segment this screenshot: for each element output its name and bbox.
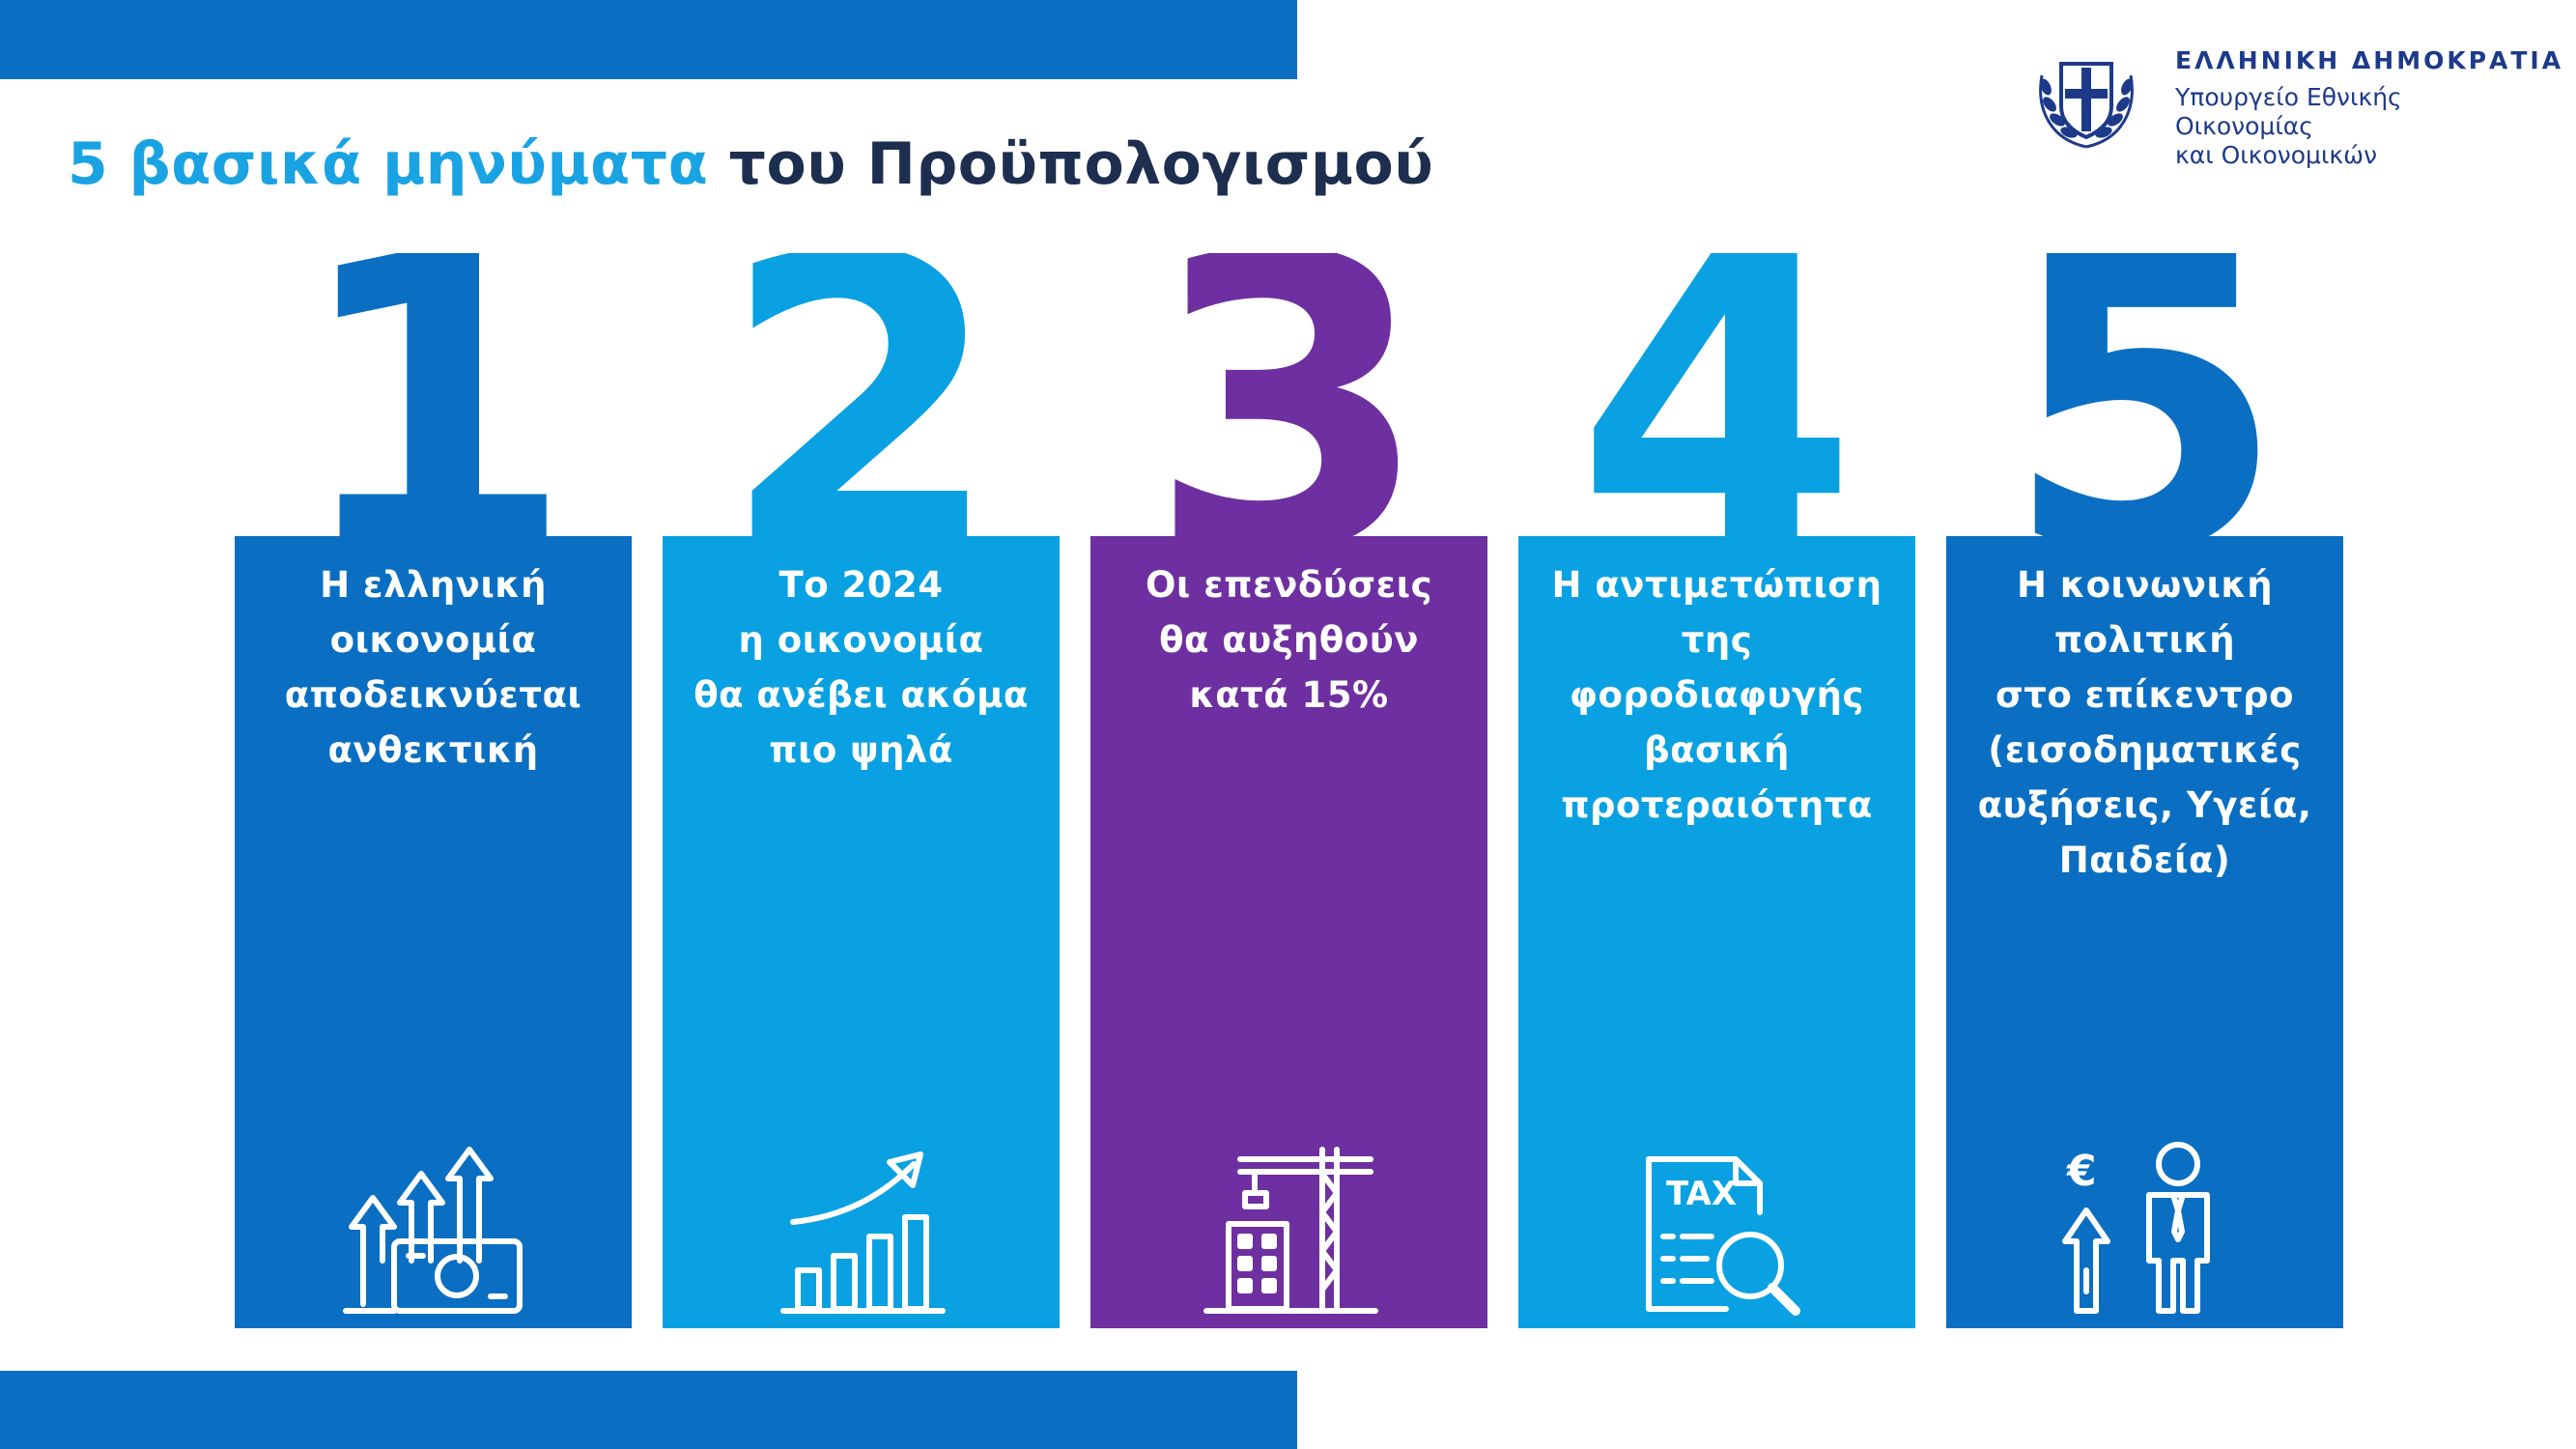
message-number-1: 1 (292, 253, 575, 562)
message-card-5: Η κοινωνική πολιτική στο επίκεντρο (εισο… (1946, 536, 2343, 1328)
message-text-4: Η αντιμετώπιση της φοροδιαφυγής βασική π… (1551, 564, 1882, 826)
logo-title: ΕΛΛΗΝΙΚΗ ΔΗΜΟΚΡΑΤΙΑ (2175, 46, 2564, 74)
message-text-5: Η κοινωνική πολιτική στο επίκεντρο (εισο… (1977, 564, 2312, 881)
message-text-3: Οι επενδύσεις θα αυξηθούν κατά 15% (1145, 564, 1433, 716)
page-title-rest: του Προϋπολογισμού (708, 130, 1434, 198)
top-accent-bar (0, 0, 1297, 79)
bottom-accent-bar (0, 1371, 1297, 1449)
message-number-5: 5 (2003, 253, 2286, 562)
rising-bar-chart-icon (780, 1151, 946, 1314)
message-card-3: Οι επενδύσεις θα αυξηθούν κατά 15% (1090, 536, 1487, 1328)
message-number-3: 3 (1147, 253, 1430, 562)
logo-subtitle: Υπουργείο Εθνικής Οικονομίας και Οικονομ… (2175, 83, 2402, 169)
message-number-4: 4 (1575, 253, 1858, 562)
tax-document-magnifier-icon: TAX (1646, 1156, 1800, 1316)
message-card-2: Το 2024 η οικονομία θα ανέβει ακόμα πιο … (663, 536, 1060, 1328)
svg-text:TAX: TAX (1666, 1175, 1737, 1213)
svg-text:€: € (2066, 1147, 2097, 1196)
person-euro-up-icon: € (2062, 1142, 2210, 1314)
message-text-1: Η ελληνική οικονομία αποδεικνύεται ανθεκ… (284, 564, 582, 771)
greek-emblem-icon (2039, 62, 2134, 149)
construction-crane-icon (1203, 1147, 1378, 1314)
page-title: 5 βασικά μηνύματα του Προϋπολογισμού (68, 130, 1433, 198)
message-text-2: Το 2024 η οικονομία θα ανέβει ακόμα πιο … (694, 564, 1029, 771)
ministry-logo: ΕΛΛΗΝΙΚΗ ΔΗΜΟΚΡΑΤΙΑ Υπουργείο Εθνικής Οι… (2028, 39, 2561, 169)
message-number-2: 2 (720, 253, 1003, 562)
growth-arrows-money-icon (343, 1147, 523, 1314)
page-title-highlight: 5 βασικά μηνύματα (68, 130, 709, 198)
message-card-4: Η αντιμετώπιση της φοροδιαφυγής βασική π… (1518, 536, 1915, 1328)
message-card-1: Η ελληνική οικονομία αποδεικνύεται ανθεκ… (235, 536, 632, 1328)
